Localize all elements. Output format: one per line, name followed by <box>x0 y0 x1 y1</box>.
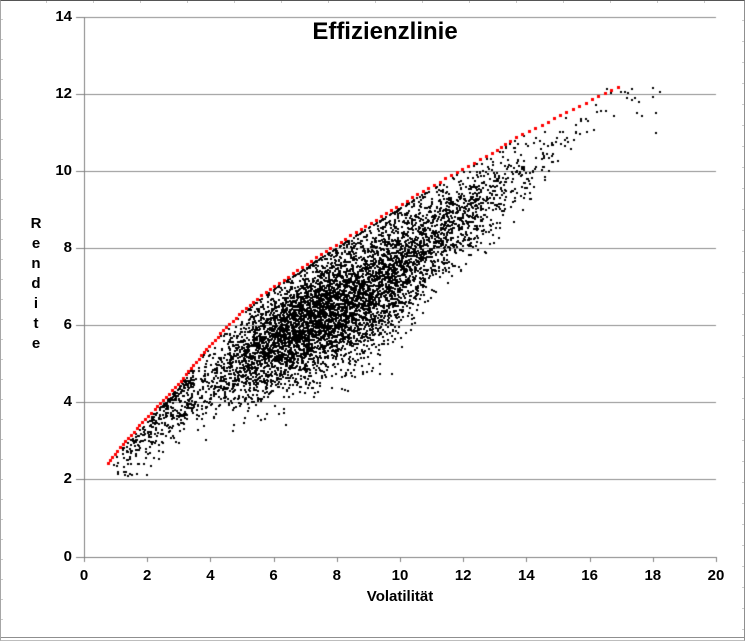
x-tick-label: 6 <box>269 567 278 584</box>
x-tick-label: 16 <box>581 567 598 584</box>
y-tick-label: 6 <box>63 316 72 334</box>
y-tick-label: 0 <box>63 547 72 565</box>
x-tick-label: 14 <box>518 567 535 584</box>
y-tick-label: 10 <box>55 161 72 179</box>
y-axis-title-letter: e <box>31 235 41 252</box>
y-tick-label: 2 <box>63 470 72 488</box>
y-axis-title-letter: i <box>33 295 39 312</box>
x-tick-label: 4 <box>206 567 215 584</box>
y-tick-label: 14 <box>55 7 72 25</box>
y-axis-title-letter: e <box>31 335 41 352</box>
x-axis-title: Volatilität <box>366 588 434 605</box>
chart-bottom-border <box>0 637 745 638</box>
x-tick-label: 0 <box>79 567 89 584</box>
y-tick-label: 4 <box>63 393 72 411</box>
x-tick-label: 8 <box>332 567 341 584</box>
y-tick-label: 8 <box>63 238 72 256</box>
y-axis-title-letter: R <box>30 215 42 232</box>
chart-title: Effizienzlinie <box>312 18 458 45</box>
x-tick-label: 20 <box>707 567 725 584</box>
y-axis-title-letter: n <box>31 255 41 272</box>
x-tick-label: 18 <box>644 567 662 584</box>
y-axis-title-letter: t <box>33 315 39 332</box>
y-tick-label: 12 <box>55 84 72 102</box>
spreadsheet-edge-left <box>1 0 3 636</box>
x-tick-label: 2 <box>143 567 152 584</box>
x-tick-label: 10 <box>391 567 409 584</box>
y-axis-title-letter: d <box>31 275 41 292</box>
spreadsheet-edge-right <box>742 0 744 636</box>
x-tick-label: 12 <box>454 567 472 584</box>
spreadsheet-edge-top <box>0 1 745 3</box>
